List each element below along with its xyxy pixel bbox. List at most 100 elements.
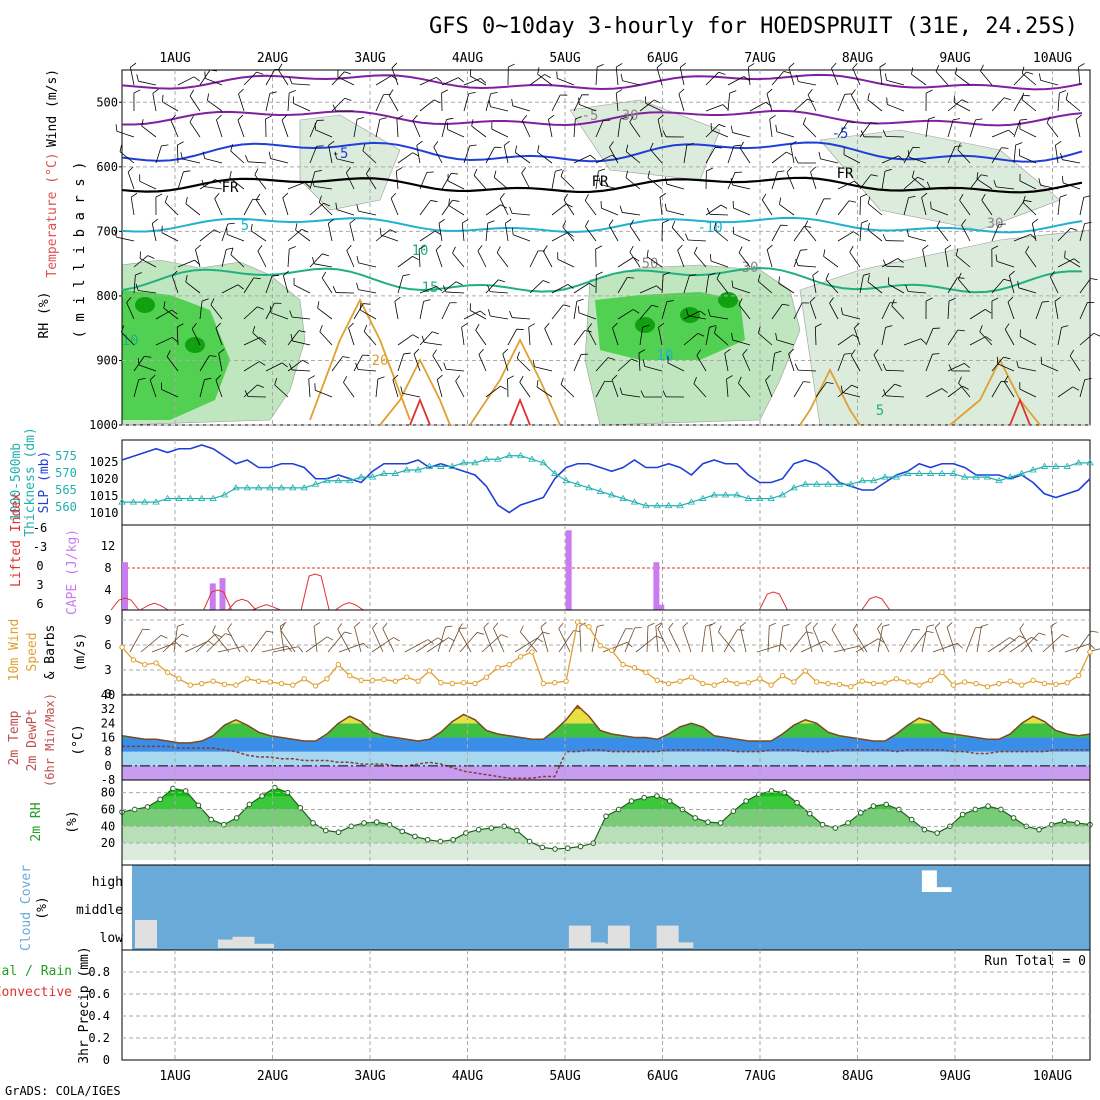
bottom-day-axis: 1AUG 2AUG 3AUG 4AUG 5AUG 6AUG 7AUG 8AUG 9AUG 10AU…: [159, 1069, 1072, 1084]
wind-barb-feather: [177, 141, 184, 146]
wind-barb: [679, 67, 685, 86]
wind-barb-feather: [1038, 178, 1041, 186]
axis-label-rh-unit: (%): [65, 810, 80, 833]
wind-barb-feather: [237, 114, 244, 121]
wind-barb: [726, 379, 729, 398]
wind-barb-feather: [237, 284, 244, 290]
wind-barb: [829, 302, 839, 320]
wind-barb-feather: [1059, 90, 1067, 94]
wind-barb: [991, 129, 1009, 138]
thickness-marker: [471, 459, 479, 466]
wind-barb-feather: [430, 200, 438, 203]
rh-marker: [819, 821, 826, 828]
wind-barb: [265, 362, 283, 372]
wind-speed-marker: [620, 661, 626, 668]
wind-barb-feather: [980, 64, 984, 72]
wind-barb: [1064, 257, 1081, 268]
wind-barb-feather: [1030, 234, 1037, 240]
wind-barb-feather: [152, 88, 159, 94]
isotherm-hot-line: [509, 397, 531, 426]
wind-barb: [353, 354, 363, 372]
temp-band: [122, 709, 1090, 724]
wind-barb: [375, 75, 392, 86]
thickness-marker: [653, 501, 661, 509]
wind-barb-feather: [289, 246, 296, 250]
cape-tick: 4: [104, 583, 111, 597]
wind-barb-feather: [761, 193, 767, 201]
wind-barb: [199, 229, 215, 242]
thickness-marker: [494, 455, 502, 462]
wind-barb-feather: [507, 375, 514, 380]
wind-barb: [1020, 632, 1040, 653]
rh-marker: [564, 845, 571, 852]
wind-barb-feather: [800, 249, 808, 251]
wind-barb-feather: [345, 167, 351, 173]
rh-marker: [539, 844, 546, 851]
wind-barb-feather: [1060, 152, 1063, 160]
wind-barb: [551, 284, 568, 294]
wind-barb-feather: [573, 630, 581, 633]
day-label: 7AUG: [744, 51, 775, 66]
wind-barb: [646, 626, 649, 653]
wind-barb-feather: [884, 168, 892, 172]
wind-barb: [155, 309, 172, 320]
y-tick-label: 600: [96, 160, 118, 174]
wind-barb-feather: [807, 89, 813, 96]
wind-barb: [622, 393, 641, 398]
temp-tick: 32: [101, 702, 115, 716]
wind-barb-feather: [516, 351, 520, 359]
wind-barb: [1035, 301, 1043, 320]
wind-barb-feather: [213, 229, 221, 234]
wind-barb-feather: [662, 390, 667, 398]
thickness-marker: [1086, 459, 1094, 466]
wind-barb: [270, 312, 289, 320]
wind-barb: [579, 104, 597, 112]
rh-marker: [157, 796, 164, 803]
wind-speed-marker: [597, 642, 604, 649]
wind-barb-feather: [666, 300, 674, 303]
wind-barb: [397, 152, 413, 164]
wind-barb-feather: [412, 152, 420, 157]
wind-barb: [1041, 363, 1059, 372]
rh-marker: [730, 808, 737, 814]
wind-barb: [215, 327, 223, 346]
wind-barb: [529, 74, 545, 86]
wind-barb: [771, 304, 783, 320]
wind-barb: [609, 146, 619, 164]
wind-barb: [881, 327, 886, 346]
wind-barb-feather: [382, 622, 388, 629]
wind-barb-feather: [520, 625, 524, 633]
wind-barb: [885, 135, 905, 138]
wind-barb: [771, 71, 785, 86]
wind-barb: [176, 144, 179, 164]
wind-barb-feather: [226, 247, 234, 250]
wind-barb: [446, 368, 465, 372]
rh-marker: [450, 836, 456, 843]
wind-barb: [958, 382, 971, 398]
wind-barb: [1079, 333, 1094, 346]
wind-barb: [803, 123, 817, 138]
wind-speed-marker: [927, 677, 934, 684]
wind-barb: [287, 93, 290, 112]
day-label: 5AUG: [549, 51, 580, 66]
wind-barb-feather: [730, 125, 733, 133]
thickness-marker: [300, 484, 308, 491]
wind-barb-feather: [975, 118, 983, 121]
rh-tick: 40: [101, 819, 115, 833]
wind-barb-feather: [957, 643, 963, 649]
wind-barb-feather: [740, 621, 747, 627]
wind-barb: [360, 309, 377, 320]
wind-barb: [119, 151, 135, 164]
wind-barb-feather: [649, 142, 654, 150]
wind-barb-feather: [742, 348, 748, 355]
wind-barb: [392, 379, 399, 398]
wind-barb: [309, 120, 318, 138]
wind-barb: [585, 226, 597, 242]
wind-barb: [732, 287, 751, 294]
wind-barb: [537, 151, 553, 164]
wind-barb: [655, 626, 659, 653]
wind-barb: [229, 177, 245, 190]
wind-barb-feather: [779, 197, 782, 205]
wind-barb: [738, 252, 751, 268]
wind-speed-marker: [392, 678, 399, 684]
